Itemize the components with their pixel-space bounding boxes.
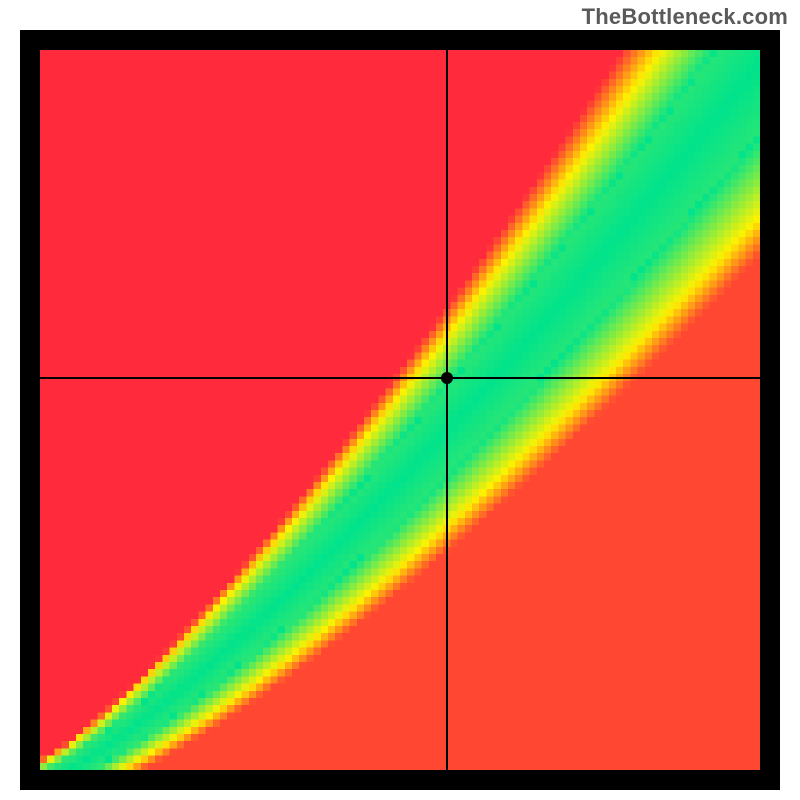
chart-container: TheBottleneck.com [0,0,800,800]
marker-dot [441,372,453,384]
watermark-text: TheBottleneck.com [582,4,788,30]
plot-area [40,50,760,770]
plot-border [20,30,780,790]
crosshair-vertical [446,50,448,770]
crosshair-horizontal [40,377,760,379]
heatmap-canvas [40,50,760,770]
